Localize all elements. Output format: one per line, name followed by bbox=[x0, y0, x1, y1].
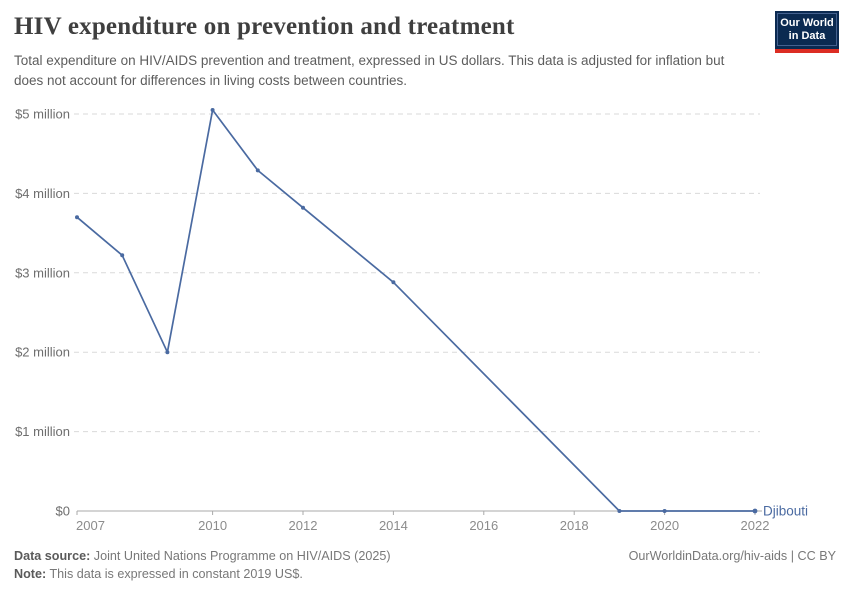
x-tick-label: 2012 bbox=[289, 518, 318, 533]
x-tick-label: 2022 bbox=[741, 518, 770, 533]
data-point bbox=[662, 509, 667, 513]
owid-logo: Our World in Data bbox=[775, 11, 839, 53]
y-tick-label: $3 million bbox=[15, 265, 70, 280]
data-source-text: Joint United Nations Programme on HIV/AI… bbox=[90, 549, 391, 563]
note-label: Note: bbox=[14, 567, 47, 581]
footer-source-line: Data source: Joint United Nations Progra… bbox=[14, 547, 836, 565]
data-point bbox=[617, 509, 622, 513]
page-title: HIV expenditure on prevention and treatm… bbox=[14, 13, 515, 40]
y-tick-label: $0 bbox=[56, 504, 70, 519]
x-tick-label: 2016 bbox=[469, 518, 498, 533]
data-point bbox=[165, 350, 170, 355]
x-tick-label: 2014 bbox=[379, 518, 408, 533]
y-tick-label: $2 million bbox=[15, 345, 70, 360]
logo-text-line2: in Data bbox=[788, 30, 826, 42]
chart-footer: Data source: Joint United Nations Progra… bbox=[14, 547, 836, 583]
footer-url: OurWorldinData.org/hiv-aids | CC BY bbox=[628, 549, 836, 563]
data-source-label: Data source: bbox=[14, 549, 91, 563]
y-tick-label: $5 million bbox=[15, 107, 70, 122]
data-point bbox=[75, 215, 79, 220]
data-point bbox=[255, 168, 260, 173]
footer-note-line: Note: This data is expressed in constant… bbox=[14, 565, 836, 583]
data-line bbox=[76, 109, 756, 512]
logo-text-line1: Our World bbox=[780, 17, 834, 29]
y-tick-label: $4 million bbox=[15, 186, 70, 201]
chart-subtitle: Total expenditure on HIV/AIDS prevention… bbox=[14, 53, 725, 88]
y-tick-label: $1 million bbox=[15, 424, 70, 439]
note-text: This data is expressed in constant 2019 … bbox=[46, 567, 303, 581]
data-point bbox=[210, 108, 215, 112]
logo-red-stripe bbox=[775, 49, 839, 53]
x-tick-label: 2007 bbox=[76, 518, 105, 533]
entity-label: Djibouti bbox=[763, 504, 808, 519]
logo-frame bbox=[777, 13, 837, 46]
data-point bbox=[120, 253, 125, 258]
data-point bbox=[752, 508, 758, 514]
data-point bbox=[391, 280, 396, 285]
x-tick-label: 2020 bbox=[650, 518, 679, 533]
logo-text: Our World in Data bbox=[775, 17, 839, 43]
x-tick-label: 2010 bbox=[198, 518, 227, 533]
data-point bbox=[301, 205, 305, 210]
x-tick-label: 2018 bbox=[560, 518, 589, 533]
